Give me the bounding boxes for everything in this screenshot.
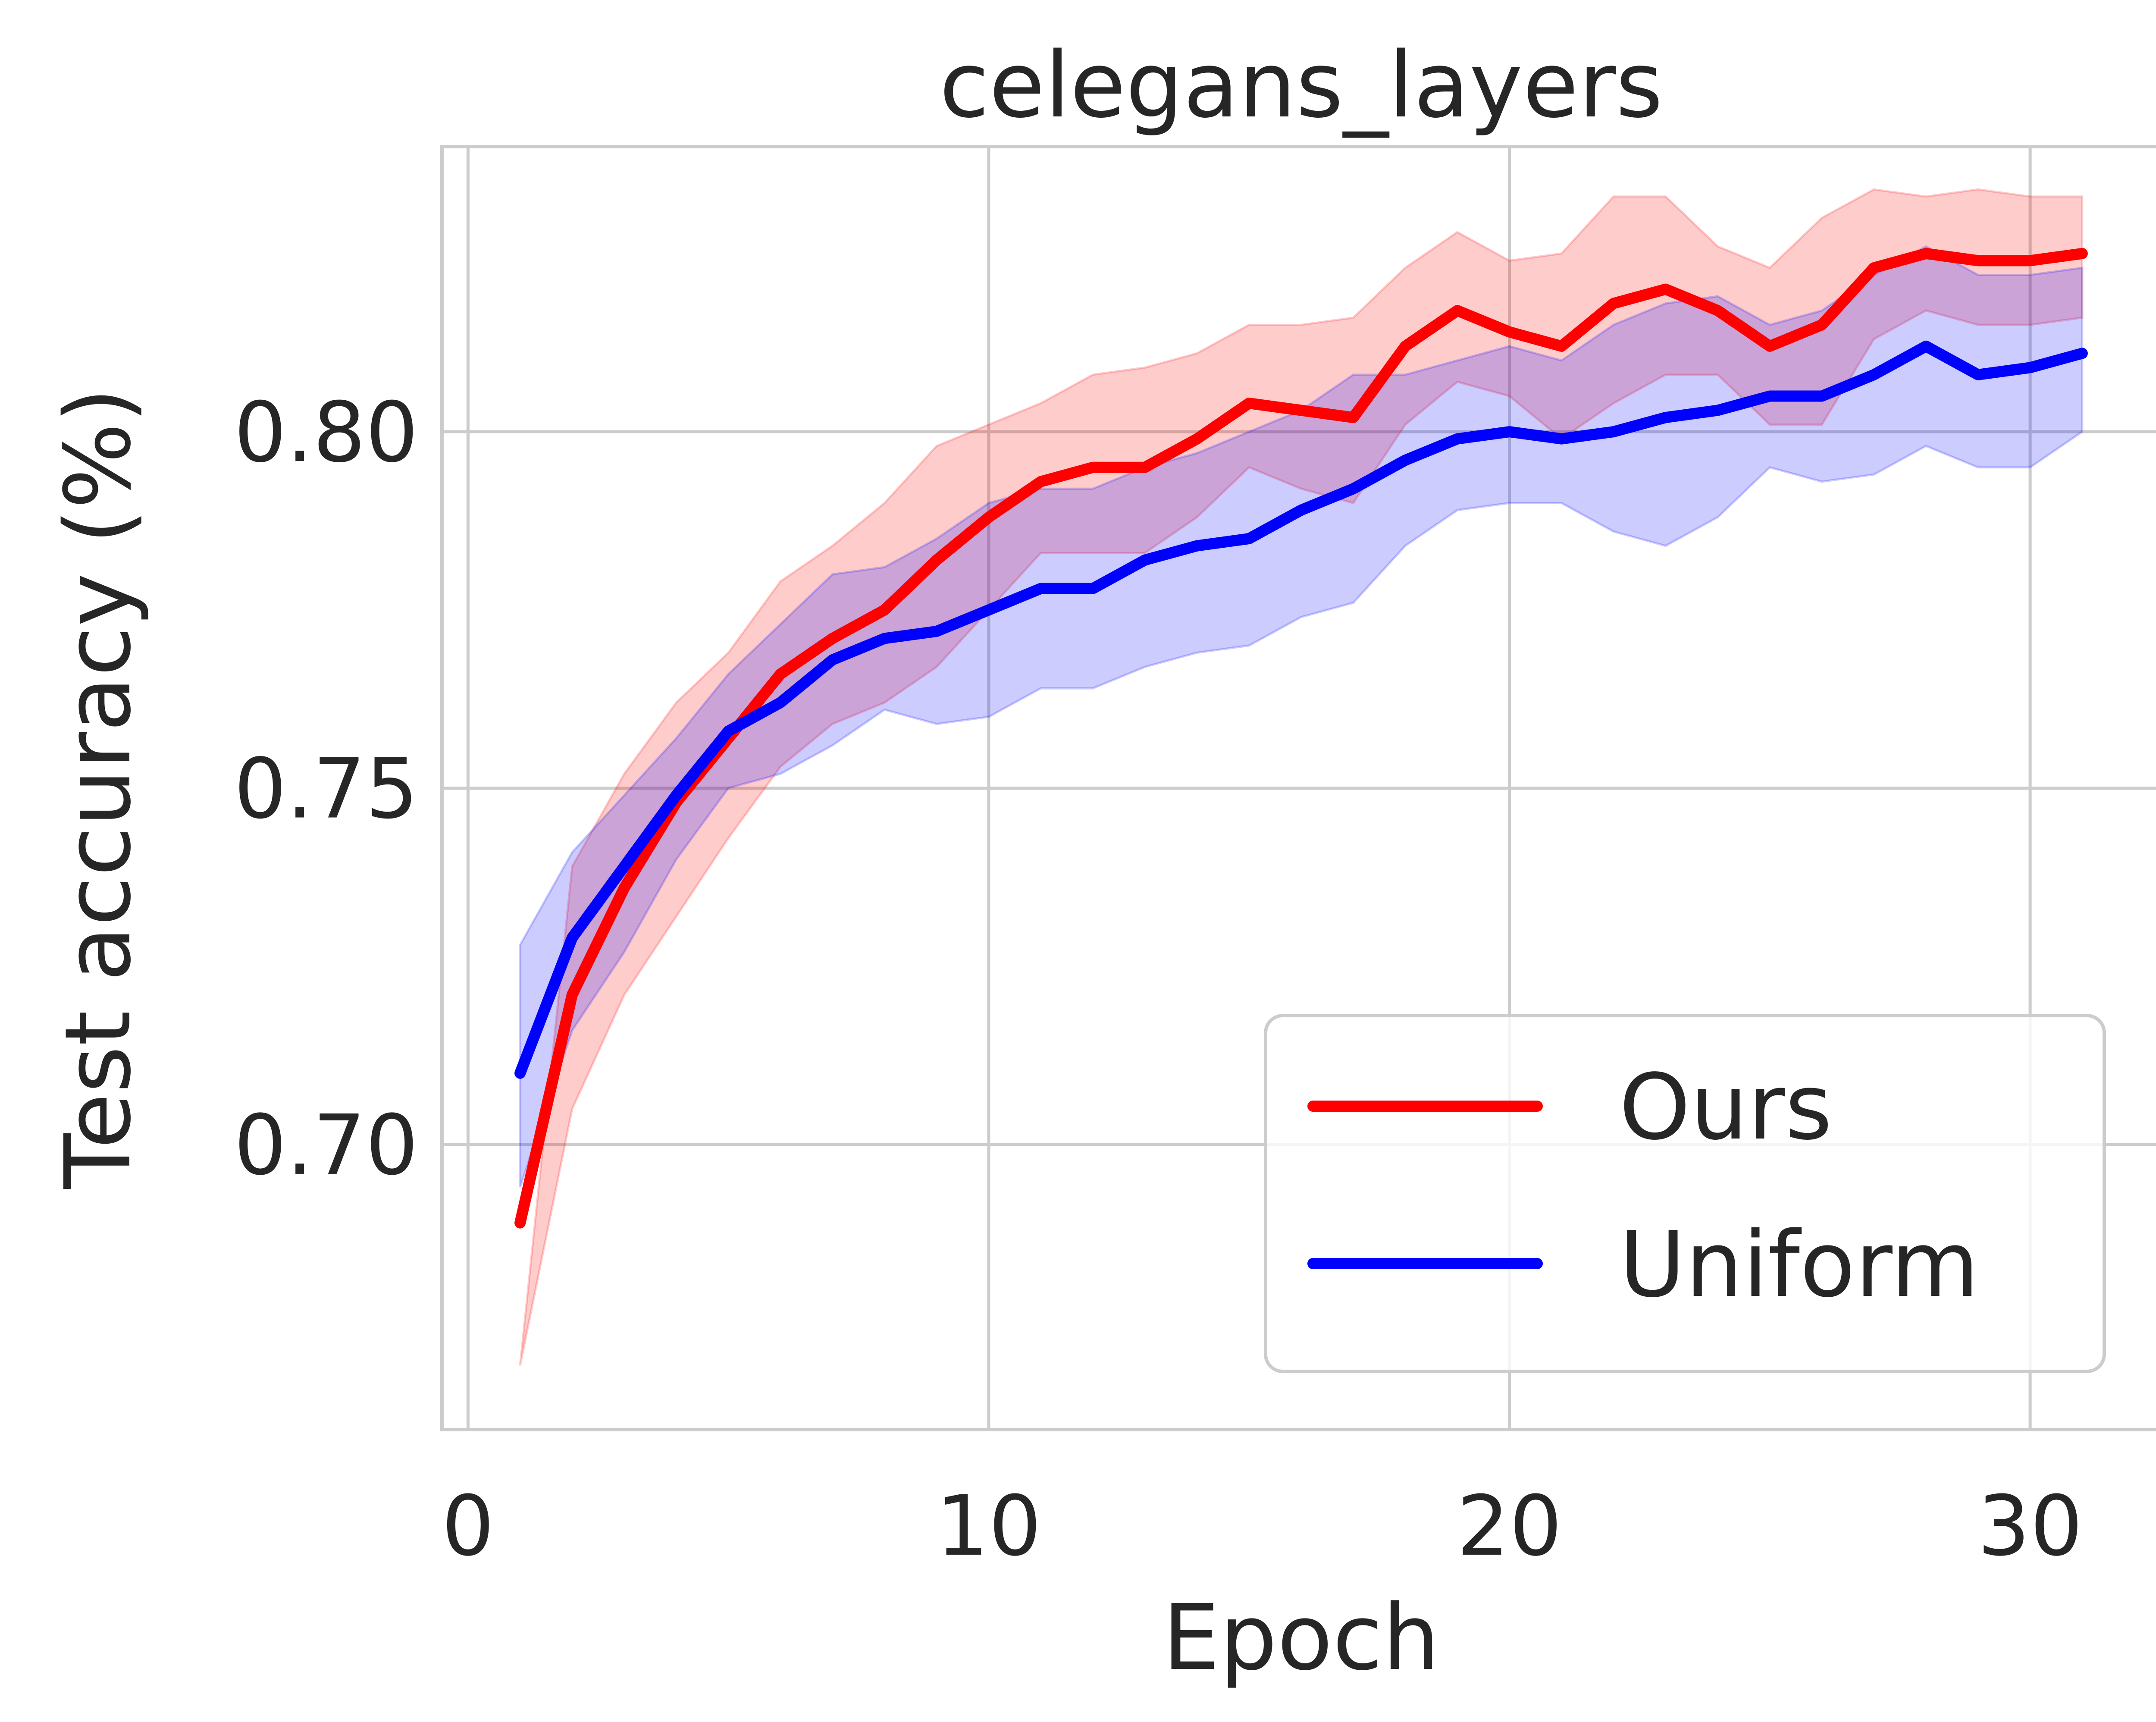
legend: Ours Uniform [1264,1014,2106,1373]
x-tick-label: 30 [1977,1478,2083,1575]
series-lines [514,248,2088,1229]
y-tick-label: 0.75 [234,741,419,837]
x-tick-label: 0 [442,1478,494,1575]
chart-title: celegans_layers [940,32,1663,138]
x-tick-label: 20 [1457,1478,1562,1575]
x-tick-label: 10 [936,1478,1041,1575]
band-uniform [519,245,2084,1188]
legend-label-uniform: Uniform [1619,1212,1979,1317]
line-ours [514,248,2088,1229]
y-tick-labels: 0.70 0.75 0.80 [234,385,419,1194]
y-axis-title: Test accuracy (%) [45,388,151,1189]
x-tick-labels: 0 10 20 30 [442,1478,2083,1575]
y-tick-label: 0.80 [234,385,419,481]
line-uniform [514,340,2088,1079]
x-axis-title: Epoch [1163,1585,1440,1691]
y-tick-label: 0.70 [234,1098,419,1194]
legend-label-ours: Ours [1619,1054,1832,1160]
